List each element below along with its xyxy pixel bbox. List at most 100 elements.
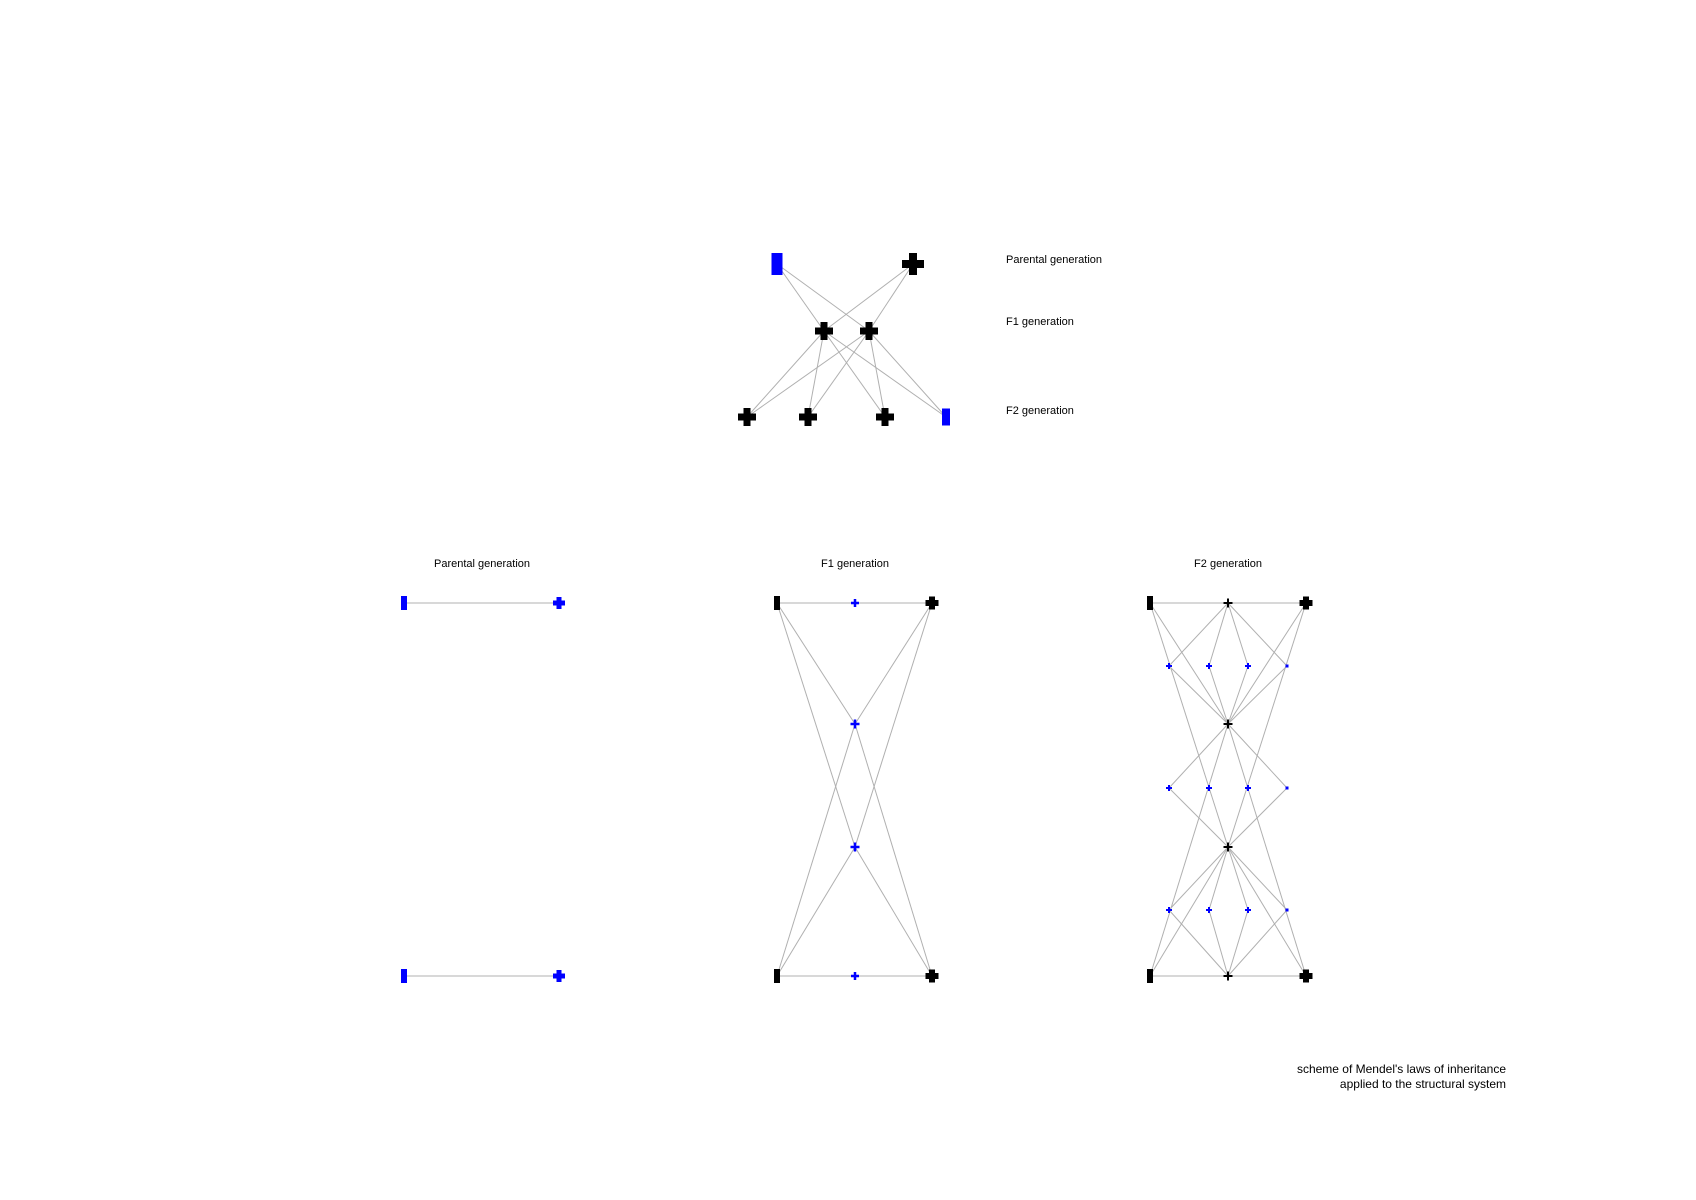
bar-node-icon xyxy=(401,596,407,610)
edge xyxy=(868,263,914,332)
cross-node-icon xyxy=(815,322,833,340)
edge xyxy=(1168,909,1229,977)
edge xyxy=(1168,602,1229,667)
cross-node-icon xyxy=(553,597,565,609)
edge xyxy=(776,602,856,725)
edge xyxy=(868,330,947,418)
top-label-parental: Parental generation xyxy=(1006,254,1103,266)
cross-node-icon xyxy=(1206,907,1212,913)
cross-node-icon xyxy=(1206,663,1212,669)
top-label-f2: F2 generation xyxy=(1006,405,1074,417)
cross-node-icon xyxy=(850,842,860,852)
caption-line-2: applied to the structural system xyxy=(1339,1077,1506,1091)
cross-node-icon xyxy=(1223,719,1233,729)
edges xyxy=(404,263,1307,977)
edge xyxy=(776,602,856,848)
top-label-f1: F1 generation xyxy=(1006,316,1074,328)
cross-node-icon xyxy=(1299,969,1313,983)
cross-node-icon xyxy=(1245,663,1251,669)
edge xyxy=(1227,787,1288,848)
caption-line-1: scheme of Mendel's laws of inheritance xyxy=(1296,1062,1506,1076)
edge xyxy=(1149,602,1229,848)
edge xyxy=(1227,909,1249,977)
panel-title-f2: F2 generation xyxy=(1194,558,1262,570)
edge xyxy=(1227,602,1307,848)
edge xyxy=(1208,846,1229,911)
edge xyxy=(1208,602,1229,667)
cross-node-icon xyxy=(1166,663,1172,669)
cross-node-icon xyxy=(1166,907,1172,913)
dot-node-icon xyxy=(1285,908,1289,912)
edge xyxy=(823,330,947,418)
cross-node-icon xyxy=(1223,971,1233,981)
edge xyxy=(1227,723,1307,977)
edge xyxy=(1227,723,1288,789)
cross-node-icon xyxy=(1223,598,1233,608)
dot-node-icon xyxy=(1285,664,1289,668)
edge xyxy=(1227,846,1307,977)
edge xyxy=(854,602,933,848)
bar-node-icon xyxy=(1147,596,1153,610)
edge xyxy=(1168,665,1229,725)
bar-node-icon xyxy=(771,253,783,275)
edge xyxy=(1227,602,1307,725)
nodes xyxy=(401,253,1313,983)
cross-node-icon xyxy=(851,972,859,980)
dot-node-icon xyxy=(1285,786,1289,790)
bar-node-icon xyxy=(942,408,950,426)
cross-node-icon xyxy=(799,408,817,426)
cross-node-icon xyxy=(925,596,939,610)
edge xyxy=(1227,602,1288,667)
edge xyxy=(868,330,886,418)
edge xyxy=(1227,909,1288,977)
edge xyxy=(823,330,886,418)
edge xyxy=(1168,723,1229,789)
edge xyxy=(854,723,933,977)
bar-node-icon xyxy=(774,596,780,610)
edge xyxy=(1149,846,1229,977)
cross-node-icon xyxy=(902,253,924,275)
cross-node-icon xyxy=(738,408,756,426)
edge xyxy=(1168,846,1229,911)
cross-node-icon xyxy=(1223,842,1233,852)
edge xyxy=(1208,909,1229,977)
cross-node-icon xyxy=(1245,785,1251,791)
edge xyxy=(854,602,933,725)
edge xyxy=(776,263,870,332)
edge xyxy=(776,263,825,332)
panel-title-parental: Parental generation xyxy=(433,558,531,570)
edge xyxy=(807,330,870,418)
edge xyxy=(807,330,825,418)
cross-node-icon xyxy=(1166,785,1172,791)
cross-node-icon xyxy=(876,408,894,426)
edge xyxy=(1227,602,1249,667)
cross-node-icon xyxy=(1206,785,1212,791)
edge xyxy=(1227,665,1288,725)
cross-node-icon xyxy=(850,719,860,729)
cross-node-icon xyxy=(553,970,565,982)
caption: scheme of Mendel's laws of inheritance a… xyxy=(1297,1062,1506,1092)
edge xyxy=(1168,787,1229,848)
edge xyxy=(1208,665,1229,725)
edge xyxy=(1149,723,1229,977)
cross-node-icon xyxy=(1299,596,1313,610)
edge xyxy=(854,846,933,977)
bar-node-icon xyxy=(401,969,407,983)
bar-node-icon xyxy=(1147,969,1153,983)
panel-title-f1: F1 generation xyxy=(821,558,889,570)
edge xyxy=(1149,602,1229,725)
edge xyxy=(1227,846,1288,911)
edge xyxy=(746,330,870,418)
edge xyxy=(823,263,914,332)
edge xyxy=(1227,846,1249,911)
edge xyxy=(1227,665,1249,725)
cross-node-icon xyxy=(851,599,859,607)
bar-node-icon xyxy=(774,969,780,983)
cross-node-icon xyxy=(925,969,939,983)
edge xyxy=(746,330,825,418)
cross-node-icon xyxy=(1245,907,1251,913)
cross-node-icon xyxy=(860,322,878,340)
edge xyxy=(776,723,856,977)
edge xyxy=(776,846,856,977)
